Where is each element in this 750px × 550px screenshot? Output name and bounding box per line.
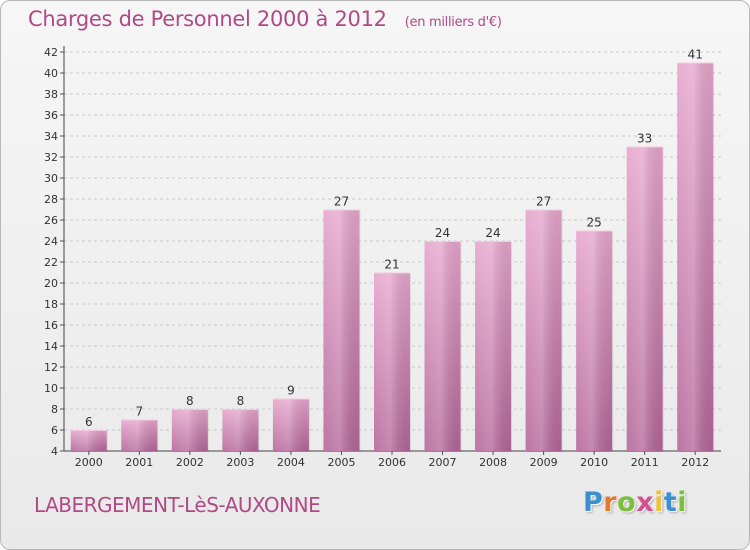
bar-highlight [70,430,107,451]
bar-highlight [171,409,208,451]
bar-highlight [272,398,309,451]
y-tick-label: 6 [51,424,58,437]
y-tick-label: 42 [44,46,58,59]
chart-title-text: Charges de Personnel 2000 à 2012 [28,7,387,31]
x-tick-label: 2000 [75,456,103,469]
y-tick-label: 8 [51,403,58,416]
bar-highlight [424,241,461,451]
y-tick-label: 26 [44,214,58,227]
bar-highlight [677,62,714,451]
bar-highlight [323,209,360,451]
bar-highlight [222,409,259,451]
x-tick-label: 2007 [429,456,457,469]
y-tick-label: 4 [51,445,58,458]
proxiti-logo: Proxiti [583,487,687,518]
x-tick-label: 2006 [378,456,406,469]
data-label: 25 [587,216,602,230]
y-tick-label: 16 [44,319,58,332]
y-tick-label: 32 [44,151,58,164]
location-name: LABERGEMENT-LèS-AUXONNE [34,493,321,517]
logo-letter: P [583,487,604,518]
logo-letter: r [603,487,618,518]
bars [70,62,715,452]
y-tick-label: 28 [44,193,58,206]
x-tick-label: 2011 [631,456,659,469]
y-tick-label: 38 [44,88,58,101]
bar-highlight [374,272,410,451]
x-axis-ticks: 2000 2001 2002 2003 2004 2005 2006 2007 2008 2009… [75,451,709,469]
data-label: 6 [85,415,93,429]
bar-highlight [576,230,613,451]
y-tick-label: 20 [44,277,58,290]
x-tick-label: 2010 [580,456,608,469]
logo-letter: i [677,487,688,518]
data-label: 8 [237,394,245,408]
data-label: 24 [485,226,500,240]
data-label: 8 [186,394,194,408]
y-tick-label: 14 [44,340,58,353]
y-tick-label: 18 [44,298,58,311]
x-tick-label: 2004 [277,456,305,469]
data-label: 7 [135,405,143,419]
y-tick-label: 10 [44,382,58,395]
data-label: 24 [435,226,450,240]
y-tick-label: 36 [44,109,58,122]
x-tick-label: 2003 [226,456,254,469]
x-tick-label: 2001 [125,456,153,469]
chart-subtitle: (en milliers d'€) [404,15,502,30]
x-tick-label: 2005 [327,456,355,469]
bar-highlight [525,209,562,451]
x-tick-label: 2012 [681,456,709,469]
x-tick-label: 2002 [176,456,204,469]
y-tick-label: 22 [44,256,58,269]
data-label: 27 [334,195,349,209]
logo-letter: o [617,487,637,518]
data-label: 27 [536,195,551,209]
bar-highlight [121,419,158,451]
data-label: 41 [688,48,703,62]
logo-letter: t [663,487,678,518]
data-label: 21 [384,258,399,272]
y-tick-label: 30 [44,172,58,185]
logo-letter: x [636,487,655,518]
logo-letter: i [654,487,664,518]
y-axis-ticks: 4 6 8 10 12 14 16 18 20 22 24 26 28 30 32 34 36 38 40 42 [44,46,58,458]
y-tick-label: 24 [44,235,58,248]
chart-title: Charges de Personnel 2000 à 2012 (en mill… [28,7,502,31]
x-tick-label: 2009 [530,456,558,469]
y-tick-label: 40 [44,67,58,80]
data-label: 9 [287,384,295,398]
data-labels: 6 7 8 8 9 27 21 24 24 27 25 33 41 [85,48,703,430]
y-tick-label: 34 [44,130,58,143]
y-tick-label: 12 [44,361,58,374]
data-label: 33 [637,132,652,146]
x-tick-label: 2008 [479,456,507,469]
bar-highlight [626,146,663,451]
bar-highlight [475,241,512,451]
